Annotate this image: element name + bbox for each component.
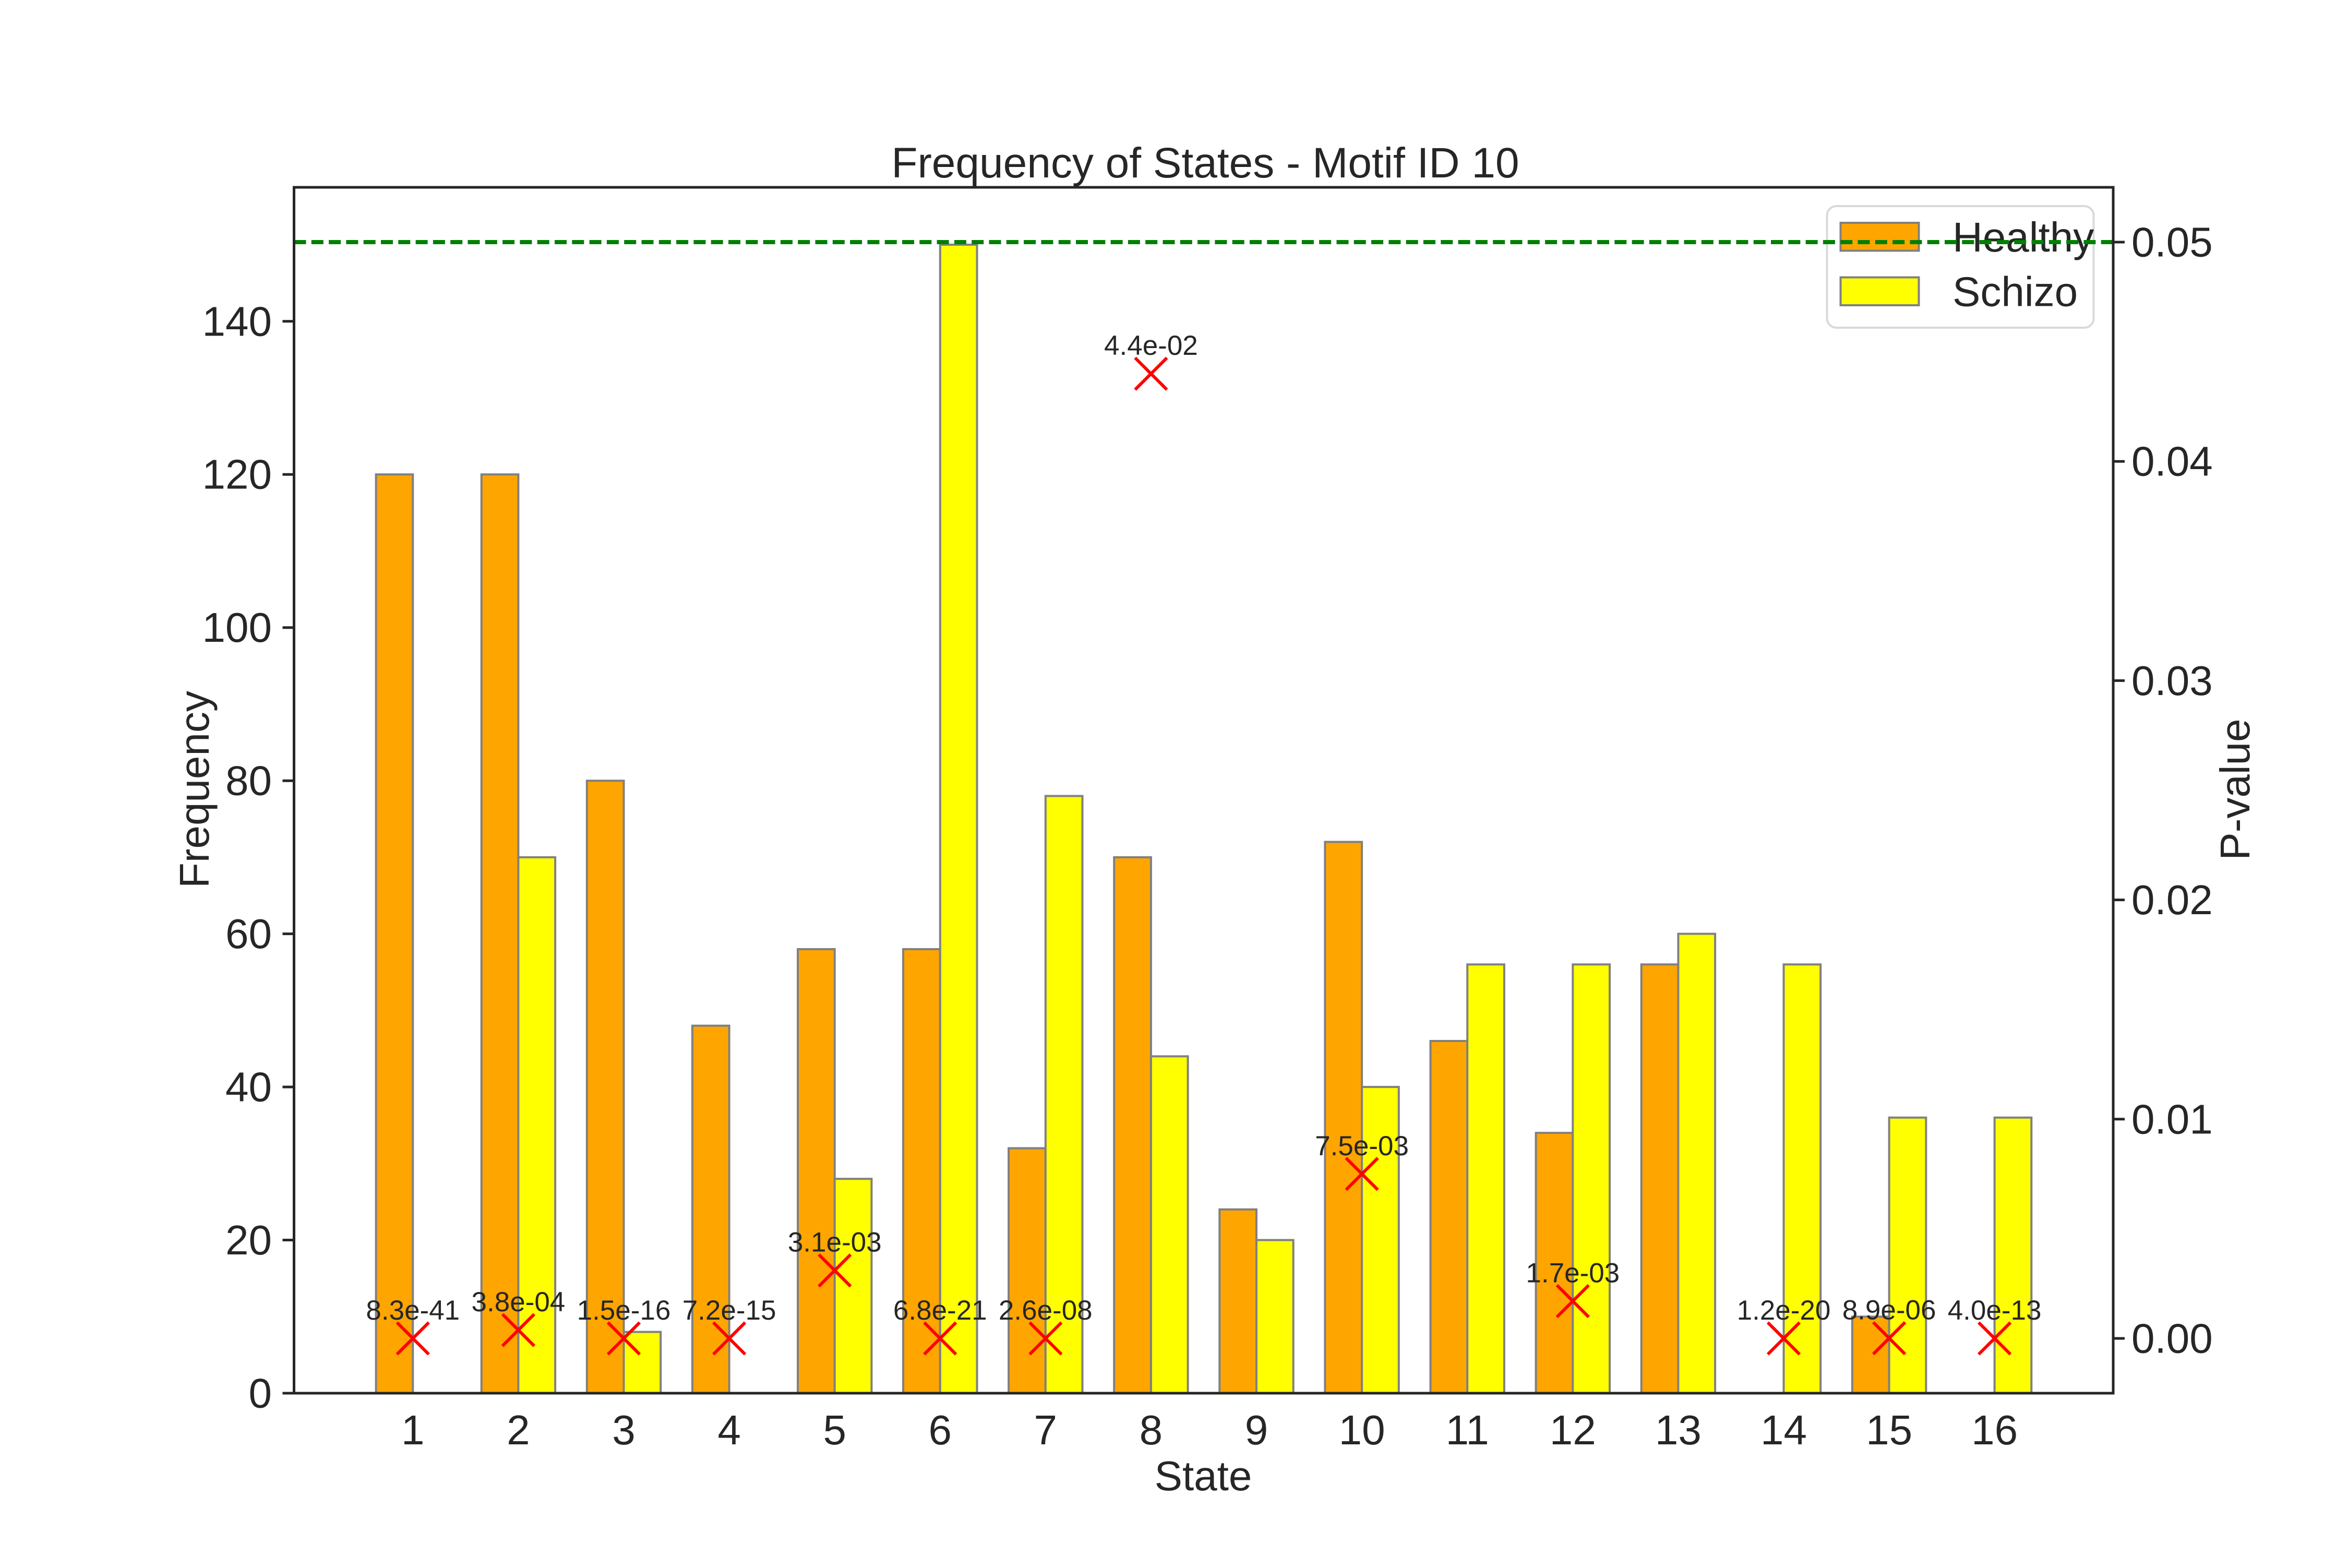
svg-text:0.01: 0.01 (2131, 1096, 2213, 1142)
svg-text:7.5e-03: 7.5e-03 (1315, 1131, 1409, 1162)
svg-text:12: 12 (1550, 1407, 1596, 1453)
svg-text:8: 8 (1140, 1407, 1163, 1453)
svg-text:16: 16 (1971, 1407, 2018, 1453)
svg-text:Healthy: Healthy (1952, 214, 2094, 260)
svg-text:0.00: 0.00 (2131, 1315, 2213, 1362)
svg-text:4: 4 (717, 1407, 741, 1453)
svg-text:3.8e-04: 3.8e-04 (472, 1287, 566, 1318)
svg-text:14: 14 (1760, 1407, 1807, 1453)
svg-text:120: 120 (202, 451, 272, 498)
svg-text:40: 40 (225, 1064, 272, 1110)
svg-text:20: 20 (225, 1217, 272, 1263)
svg-text:P-value: P-value (2212, 719, 2258, 860)
svg-text:Frequency of States - Motif ID: Frequency of States - Motif ID 10 (891, 139, 1519, 187)
svg-text:140: 140 (202, 298, 272, 344)
svg-text:11: 11 (1446, 1407, 1489, 1453)
svg-text:8.9e-06: 8.9e-06 (1842, 1295, 1936, 1326)
svg-text:Frequency: Frequency (171, 691, 218, 888)
svg-text:6.8e-21: 6.8e-21 (893, 1295, 987, 1326)
svg-text:5: 5 (823, 1407, 846, 1453)
svg-text:15: 15 (1866, 1407, 1912, 1453)
svg-text:60: 60 (225, 911, 272, 957)
svg-text:2.6e-08: 2.6e-08 (999, 1295, 1093, 1326)
svg-text:8.3e-41: 8.3e-41 (366, 1295, 460, 1326)
svg-text:State: State (1155, 1453, 1252, 1499)
svg-text:3.1e-03: 3.1e-03 (788, 1227, 882, 1258)
svg-text:9: 9 (1245, 1407, 1268, 1453)
svg-text:0.02: 0.02 (2131, 877, 2213, 923)
svg-text:1.2e-20: 1.2e-20 (1737, 1295, 1831, 1326)
svg-text:0.03: 0.03 (2131, 657, 2213, 704)
svg-text:3: 3 (612, 1407, 636, 1453)
svg-text:1.7e-03: 1.7e-03 (1526, 1258, 1620, 1289)
svg-text:Schizo: Schizo (1952, 269, 2078, 315)
svg-text:80: 80 (225, 758, 272, 804)
svg-text:4.0e-13: 4.0e-13 (1948, 1295, 2042, 1326)
svg-text:1: 1 (401, 1407, 425, 1453)
svg-text:0: 0 (249, 1370, 272, 1417)
svg-text:10: 10 (1339, 1407, 1385, 1453)
svg-text:1.5e-16: 1.5e-16 (577, 1295, 671, 1326)
svg-text:6: 6 (929, 1407, 952, 1453)
svg-text:2: 2 (507, 1407, 530, 1453)
svg-text:0.04: 0.04 (2131, 438, 2213, 485)
svg-text:13: 13 (1655, 1407, 1702, 1453)
svg-text:7.2e-15: 7.2e-15 (682, 1295, 776, 1326)
svg-text:4.4e-02: 4.4e-02 (1104, 330, 1198, 361)
svg-text:100: 100 (202, 604, 272, 651)
svg-text:0.05: 0.05 (2131, 219, 2213, 266)
svg-text:7: 7 (1034, 1407, 1058, 1453)
